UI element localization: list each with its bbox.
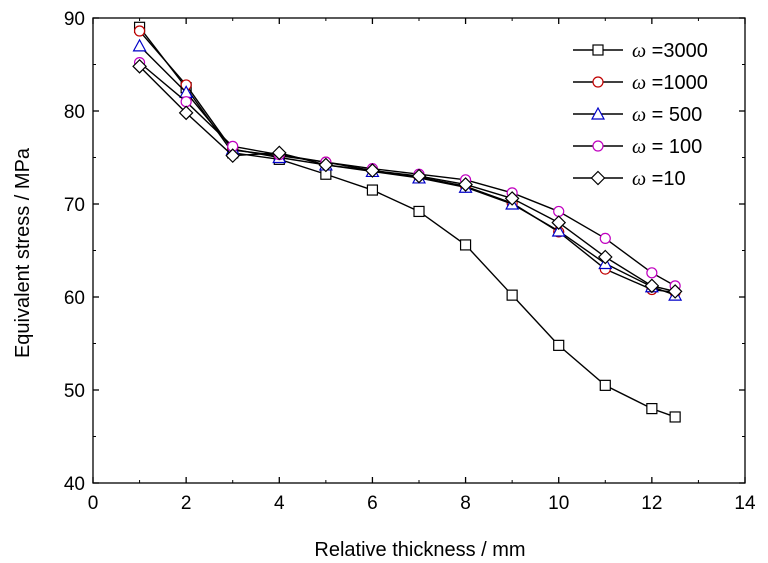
data-point-square <box>459 239 472 251</box>
x-tick-label: 8 <box>460 493 471 514</box>
data-point-circle <box>180 96 192 108</box>
data-point-diamond <box>318 157 334 173</box>
legend-label: ω =10 <box>632 168 686 190</box>
x-tick-label: 6 <box>367 493 378 514</box>
data-point-circle <box>599 232 611 245</box>
data-point-diamond <box>667 284 683 299</box>
data-point-diamond <box>504 191 520 206</box>
series-layer <box>132 21 683 423</box>
data-point-diamond <box>458 177 473 192</box>
legend-item-3: ω = 500 <box>573 104 702 126</box>
data-point-circle <box>592 140 604 152</box>
data-point-square <box>366 184 379 196</box>
data-point-square <box>646 403 658 415</box>
y-tick-label: 70 <box>64 195 85 216</box>
data-point-circle <box>646 267 658 279</box>
data-point-diamond <box>225 148 241 163</box>
legend-label: ω = 500 <box>632 104 702 126</box>
data-point-triangle <box>132 38 147 52</box>
y-tick-label: 80 <box>64 102 85 123</box>
legend-value: = 500 <box>646 104 702 126</box>
series-5 <box>132 59 683 299</box>
legend-value: =1000 <box>646 72 708 94</box>
data-point-diamond <box>132 59 147 74</box>
series-line <box>139 30 676 294</box>
x-tick-label: 4 <box>274 493 285 514</box>
legend-omega-symbol: ω <box>632 136 646 158</box>
data-point-circle <box>592 76 604 88</box>
y-tick-label: 40 <box>64 474 85 495</box>
x-tick-label: 2 <box>181 493 192 514</box>
y-axis-title: Equivalent stress / MPa <box>12 147 34 358</box>
legend-label: ω =1000 <box>632 72 708 94</box>
data-point-diamond <box>411 168 427 184</box>
y-tick-label: 60 <box>64 288 85 309</box>
data-point-square <box>553 339 565 351</box>
data-point-square <box>506 289 518 301</box>
x-tick-label: 12 <box>641 493 662 514</box>
x-tick-label: 10 <box>548 493 569 514</box>
legend-item-1: ω =3000 <box>573 40 708 62</box>
data-point-diamond <box>597 249 613 265</box>
legend-value: =3000 <box>646 40 708 62</box>
x-tick-label: 0 <box>88 493 99 514</box>
legend-item-4: ω = 100 <box>573 136 702 158</box>
legend-value: =10 <box>646 168 685 190</box>
data-point-triangle <box>590 106 606 120</box>
legend-label: ω = 100 <box>632 136 702 158</box>
legend-label: ω =3000 <box>632 40 708 62</box>
legend-omega-symbol: ω <box>632 168 646 190</box>
data-point-diamond <box>271 145 287 161</box>
axes: 0 2 4 6 8 10 12 14 40 50 60 70 80 90 <box>64 9 756 514</box>
x-axis-title: Relative thickness / mm <box>314 539 525 561</box>
y-tick-label: 90 <box>64 9 85 30</box>
data-point-circle <box>553 205 565 218</box>
data-point-diamond <box>590 170 606 186</box>
data-point-square <box>413 205 425 218</box>
x-tick-label: 14 <box>734 493 756 514</box>
legend-value: = 100 <box>646 136 702 158</box>
legend-omega-symbol: ω <box>632 104 646 126</box>
legend-item-5: ω =10 <box>573 168 686 190</box>
data-point-diamond <box>644 278 660 294</box>
data-point-diamond <box>178 105 194 121</box>
legend-omega-symbol: ω <box>632 40 646 62</box>
data-point-square <box>599 379 611 391</box>
data-point-square <box>669 411 681 423</box>
legend-omega-symbol: ω <box>632 72 646 94</box>
y-tick-label: 50 <box>64 381 85 402</box>
data-point-circle <box>133 25 146 37</box>
legend-item-2: ω =1000 <box>573 72 708 94</box>
data-point-triangle <box>551 223 566 237</box>
data-point-diamond <box>551 215 567 230</box>
data-point-diamond <box>365 163 380 178</box>
data-point-square <box>592 44 604 56</box>
